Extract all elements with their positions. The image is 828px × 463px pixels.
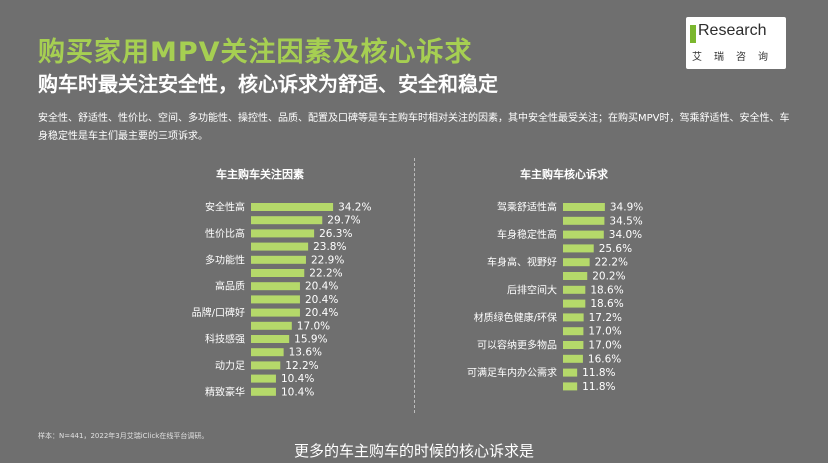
category-label-0-2: 性价比高	[205, 227, 245, 240]
bar-0-13	[251, 374, 276, 383]
bar-1-0	[563, 203, 605, 211]
value-label-0-14: 10.4%	[281, 386, 314, 398]
bar-1-8	[563, 313, 584, 322]
category-label-1-4: 车身高、视野好	[487, 256, 557, 269]
bar-0-2	[251, 229, 315, 238]
bar-1-12	[563, 368, 578, 377]
bar-1-9	[563, 327, 584, 336]
value-label-0-13: 10.4%	[281, 373, 314, 385]
bar-0-12	[251, 361, 281, 370]
category-label-1-8: 材质绿色健康/环保	[474, 311, 557, 324]
value-label-0-8: 20.4%	[305, 307, 338, 319]
value-label-1-2: 34.0%	[609, 229, 642, 241]
bar-1-2	[563, 230, 604, 239]
value-label-0-11: 13.6%	[289, 347, 322, 359]
value-label-1-8: 17.2%	[589, 312, 622, 324]
value-label-0-3: 23.8%	[313, 241, 346, 253]
page-title: 购买家用MPV关注因素及核心诉求	[38, 37, 473, 68]
value-label-1-4: 22.2%	[595, 257, 628, 269]
bar-0-1	[251, 216, 323, 225]
category-label-1-0: 驾乘舒适性高	[497, 201, 557, 214]
chart-title-right: 车主购车核心诉求	[520, 168, 608, 181]
value-label-0-5: 22.2%	[309, 268, 342, 280]
value-label-0-1: 29.7%	[327, 215, 360, 227]
value-label-1-10: 17.0%	[588, 340, 621, 352]
bar-0-10	[251, 335, 290, 343]
value-label-1-11: 16.6%	[588, 353, 621, 365]
category-label-0-10: 科技感强	[205, 333, 245, 346]
page-subtitle: 购车时最关注安全性，核心诉求为舒适、安全和稳定	[38, 72, 498, 96]
value-label-1-5: 20.2%	[592, 271, 625, 283]
bar-1-7	[563, 299, 586, 308]
value-label-0-9: 17.0%	[297, 320, 330, 332]
value-label-0-12: 12.2%	[285, 360, 318, 372]
bar-0-14	[251, 387, 276, 396]
chart-title-left: 车主购车关注因素	[216, 168, 304, 181]
bar-1-1	[563, 216, 605, 225]
category-label-0-4: 多功能性	[205, 253, 245, 266]
bar-1-5	[563, 272, 588, 280]
logo-cn-text: 艾瑞咨询	[692, 52, 780, 63]
value-label-1-3: 25.6%	[599, 243, 632, 255]
value-label-0-4: 22.9%	[311, 254, 344, 266]
category-label-1-6: 后排空间大	[507, 283, 557, 296]
chart-divider	[414, 158, 415, 413]
video-caption: 更多的车主购车的时候的核心诉求是	[293, 442, 534, 460]
sample-note: 样本：N=441，2022年3月艾瑞iClick在线平台调研。	[38, 432, 209, 440]
bar-0-9	[251, 321, 292, 330]
bar-1-4	[563, 258, 590, 267]
category-label-0-0: 安全性高	[205, 201, 245, 214]
value-label-1-0: 34.9%	[610, 202, 643, 214]
value-label-0-10: 15.9%	[294, 334, 327, 346]
bar-0-11	[251, 348, 284, 357]
bar-0-8	[251, 308, 300, 317]
category-label-0-6: 高品质	[215, 280, 245, 293]
iresearch-logo: Research 艾瑞咨询	[686, 17, 786, 69]
bar-0-5	[251, 269, 305, 277]
logo-text: Research	[698, 22, 767, 39]
value-label-1-6: 18.6%	[590, 284, 623, 296]
bar-0-6	[251, 282, 300, 291]
bar-1-10	[563, 341, 584, 349]
value-label-0-0: 34.2%	[338, 202, 371, 214]
bar-0-4	[251, 255, 306, 264]
value-label-1-9: 17.0%	[588, 326, 621, 338]
bar-1-6	[563, 285, 586, 294]
bar-1-3	[563, 244, 594, 253]
bar-0-3	[251, 242, 309, 251]
value-label-0-7: 20.4%	[305, 294, 338, 306]
category-label-0-14: 精致豪华	[205, 385, 245, 398]
bar-1-11	[563, 354, 583, 363]
value-label-0-2: 26.3%	[319, 228, 352, 240]
logo-mark-icon	[690, 25, 696, 43]
bar-1-13	[563, 382, 578, 391]
category-label-1-2: 车身稳定性高	[497, 228, 557, 241]
value-label-0-6: 20.4%	[305, 281, 338, 293]
bar-0-0	[251, 203, 334, 211]
value-label-1-7: 18.6%	[590, 298, 623, 310]
value-label-1-12: 11.8%	[582, 367, 615, 379]
description: 安全性、舒适性、性价比、空间、多功能性、操控性、品质、配置及口碑等是车主购车时相…	[38, 113, 790, 142]
value-label-1-13: 11.8%	[582, 381, 615, 393]
category-label-0-12: 动力足	[215, 359, 245, 372]
category-label-1-10: 可以容纳更多物品	[477, 339, 557, 352]
category-label-1-12: 可满足车内办公需求	[467, 366, 557, 379]
category-label-0-8: 品牌/口碑好	[192, 306, 245, 319]
value-label-1-1: 34.5%	[609, 215, 642, 227]
bar-0-7	[251, 295, 300, 304]
